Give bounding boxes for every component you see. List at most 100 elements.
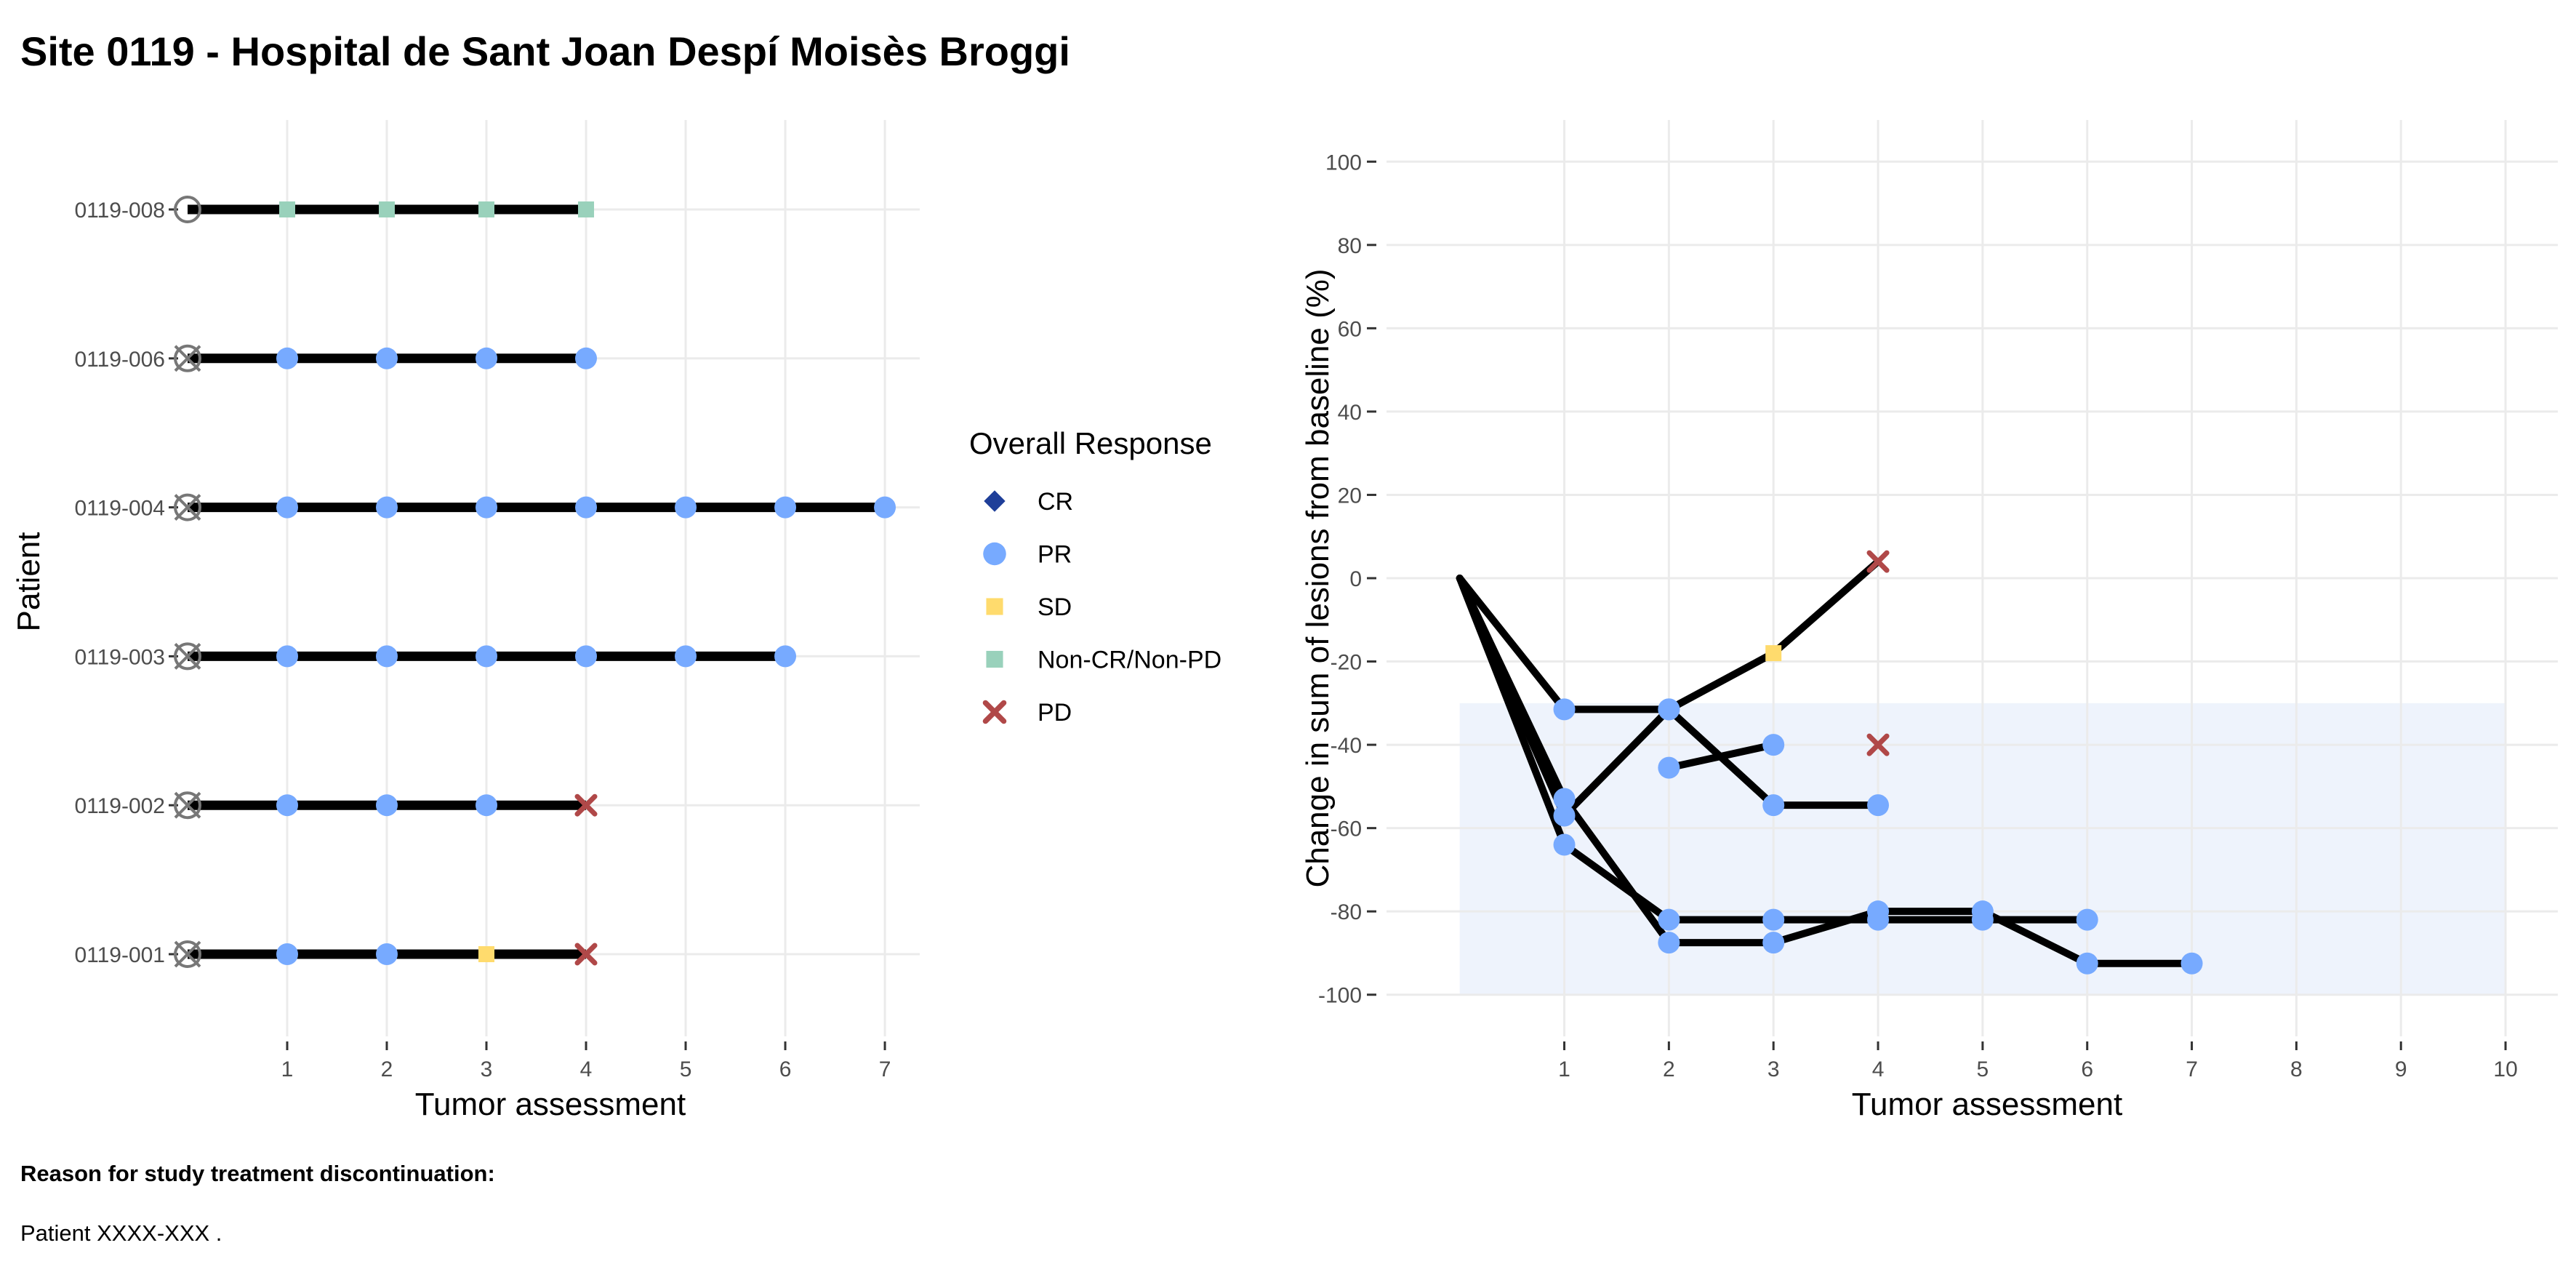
legend-label: Non-CR/Non-PD: [1038, 647, 1221, 674]
data-point-PR: [1762, 734, 1785, 756]
x-tick-label: 5: [680, 1057, 692, 1081]
y-tick-label: 20: [1338, 484, 1362, 508]
response-marker-PR: [476, 496, 498, 519]
x-tick-label: 1: [281, 1057, 294, 1081]
x-tick-label: 10: [2493, 1057, 2517, 1081]
response-marker-PR: [376, 794, 398, 817]
pd-cross-stroke: [574, 943, 598, 966]
footnote-text: Patient XXXX-XXX .: [20, 1220, 222, 1246]
legend-title: Overall Response: [969, 426, 1212, 460]
legend-label: PD: [1038, 699, 1072, 727]
pd-cross-stroke: [1866, 733, 1890, 756]
baseline-marker-cross: [174, 494, 201, 521]
response-marker-PR: [874, 496, 896, 519]
patient-label: 0119-004: [74, 497, 165, 521]
response-marker-PR: [476, 794, 498, 817]
baseline-marker: [174, 196, 201, 223]
y-tick-label: -80: [1331, 900, 1362, 924]
legend-key-PD: [982, 700, 1007, 724]
x-tick-label: 3: [1768, 1057, 1780, 1081]
pd-cross-stroke: [982, 700, 1007, 724]
response-marker-PR: [575, 496, 598, 519]
response-marker-PR: [276, 794, 299, 817]
legend-key-CR: [984, 490, 1006, 512]
data-point-PR: [1762, 932, 1785, 954]
patient-label: 0119-003: [74, 645, 165, 669]
data-point-PR: [2076, 952, 2098, 975]
response-marker-PR: [376, 645, 398, 668]
baseline-marker: [174, 344, 201, 372]
x-tick-label: 9: [2395, 1057, 2407, 1081]
y-axis-title: Change in sum of lesions from baseline (…: [1300, 268, 1336, 887]
response-marker-NonCRNonPD: [478, 201, 495, 217]
x-tick-label: 3: [481, 1057, 493, 1081]
x-tick-label: 4: [580, 1057, 593, 1081]
response-marker-PD: [574, 793, 598, 817]
response-marker-PR: [774, 645, 797, 668]
y-tick-label: 60: [1338, 317, 1362, 341]
response-marker-PR: [276, 496, 299, 519]
patient-label: 0119-002: [74, 794, 165, 818]
baseline-marker-cross: [174, 791, 201, 819]
response-marker-PR: [675, 496, 697, 519]
data-point-PR: [1762, 908, 1785, 931]
data-point-PR: [1658, 932, 1680, 954]
legend: Overall Response CR PR SD Non-CR/Non-PD PD: [969, 426, 1221, 727]
response-marker-PR: [276, 347, 299, 369]
response-marker-NonCRNonPD: [578, 201, 595, 217]
baseline-marker-cross: [174, 642, 201, 670]
response-marker-NonCRNonPD: [379, 201, 396, 217]
response-marker-SD: [478, 946, 495, 962]
x-tick-label: 5: [1977, 1057, 1989, 1081]
data-point-PR: [1553, 804, 1576, 827]
patient-label: 0119-006: [74, 348, 165, 372]
x-tick-label: 7: [879, 1057, 891, 1081]
data-point-PR: [1867, 900, 1890, 923]
response-marker-PR: [476, 347, 498, 369]
x-tick-label: 4: [1872, 1057, 1885, 1081]
baseline-marker: [174, 791, 201, 820]
y-tick-label: -100: [1318, 984, 1362, 1008]
x-tick-label: 6: [779, 1057, 792, 1081]
data-point-PR: [2180, 952, 2203, 975]
legend-key-PR: [983, 542, 1006, 566]
y-tick-label: -60: [1331, 817, 1362, 841]
response-marker-PR: [276, 943, 299, 965]
response-marker-PR: [476, 645, 498, 668]
x-tick-label: 2: [381, 1057, 393, 1081]
x-tick-label: 2: [1663, 1057, 1675, 1081]
swimmer-chart: 1 2 3 4 5 6 7 0119-008 0119-006 0119-004 0119-003 0…: [11, 120, 920, 1122]
response-marker-NonCRNonPD: [279, 201, 296, 217]
data-point-PD: [1866, 550, 1890, 573]
baseline-marker: [174, 940, 201, 968]
data-point-PR: [1658, 698, 1680, 721]
x-tick-label: 8: [2290, 1057, 2303, 1081]
response-marker-PR: [575, 645, 598, 668]
data-point-PR: [1867, 794, 1890, 817]
response-marker-PR: [276, 645, 299, 668]
y-tick-label: 80: [1338, 234, 1362, 258]
x-axis-title: Tumor assessment: [415, 1087, 686, 1122]
data-point-PR: [1658, 756, 1680, 779]
data-point-PR: [2076, 908, 2098, 931]
x-tick-label: 7: [2186, 1057, 2198, 1081]
data-point-PR: [1553, 698, 1576, 721]
series-line: [1665, 741, 1778, 772]
response-marker-PR: [376, 943, 398, 965]
y-axis-title: Patient: [11, 532, 47, 632]
data-point-PR: [1553, 788, 1576, 810]
patient-label: 0119-008: [74, 199, 165, 223]
legend-key-NonCRNonPD: [986, 650, 1003, 668]
pd-cross-stroke: [1866, 550, 1890, 573]
patient-label: 0119-001: [74, 943, 165, 967]
pd-cross-stroke: [574, 793, 598, 817]
baseline-marker: [174, 642, 201, 671]
x-tick-label: 1: [1558, 1057, 1570, 1081]
line-chart: 1 2 3 4 5 6 7 8 9 10 100 80 60 40 20 0 -20 -40 -60 -80 -100 T…: [1300, 120, 2558, 1122]
page-title: Site 0119 - Hospital de Sant Joan Despí …: [20, 28, 1070, 74]
y-tick-label: 100: [1325, 151, 1362, 175]
legend-key-SD: [986, 598, 1003, 615]
data-point-PR: [1762, 794, 1785, 817]
baseline-marker: [174, 493, 201, 521]
baseline-marker-cross: [174, 345, 201, 372]
